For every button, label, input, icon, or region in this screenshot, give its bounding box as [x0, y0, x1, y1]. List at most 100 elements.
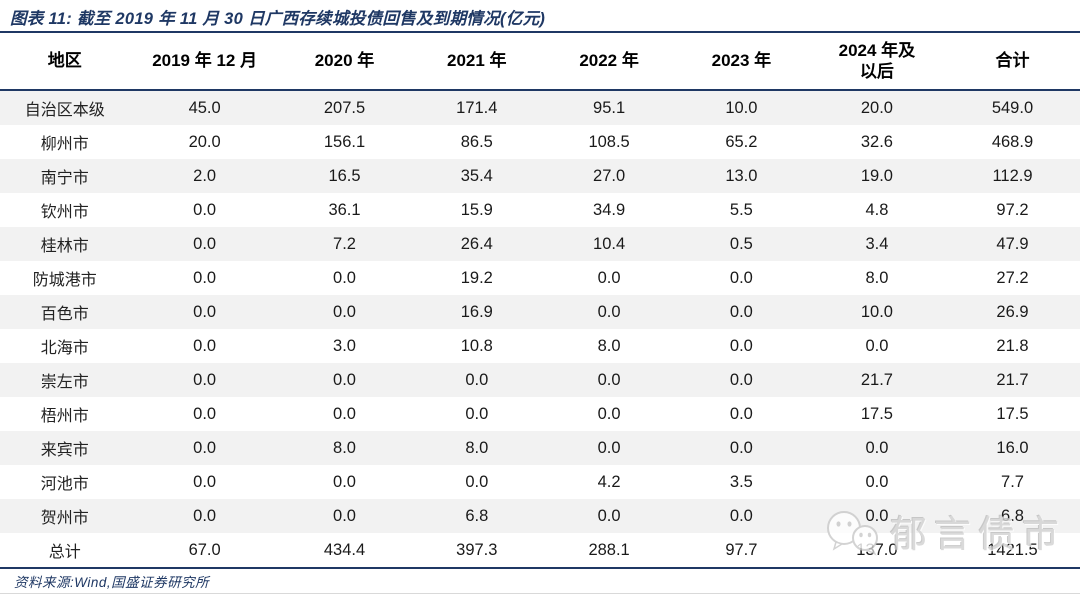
value-cell: 19.0 [860, 166, 893, 185]
table-bottom-divider [0, 567, 1080, 569]
value-cell: 7.7 [1001, 472, 1024, 491]
value-cell: 468.9 [991, 132, 1034, 151]
value-cell: 10.0 [860, 302, 893, 321]
table-row: 自治区本级 45.0 207.5 171.4 95.1 10.0 20.0 549.0 [0, 90, 1080, 125]
value-cell: 4.2 [597, 472, 621, 491]
value-cell: 34.9 [593, 200, 626, 219]
value-cell: 112.9 [992, 166, 1033, 185]
value-cell: 8.0 [597, 336, 621, 355]
value-cell: 0.0 [865, 472, 889, 491]
value-cell: 67.0 [188, 540, 221, 559]
value-cell: 16.5 [328, 166, 361, 185]
value-cell: 0.0 [193, 336, 217, 355]
value-cell: 0.0 [597, 404, 621, 423]
value-cell: 8.0 [465, 438, 489, 457]
region-cell: 百色市 [40, 306, 89, 323]
table-row: 北海市 0.0 3.0 10.8 8.0 0.0 0.0 21.8 [0, 329, 1080, 363]
value-cell: 0.0 [865, 506, 889, 525]
value-cell: 0.0 [729, 302, 753, 321]
value-cell: 0.0 [729, 506, 753, 525]
value-cell: 0.0 [193, 302, 217, 321]
region-cell: 钦州市 [40, 204, 89, 221]
value-cell: 4.8 [865, 200, 889, 219]
value-cell: 17.5 [996, 404, 1029, 423]
value-cell: 6.8 [1001, 506, 1024, 525]
table-row: 桂林市 0.0 7.2 26.4 10.4 0.5 3.4 47.9 [0, 227, 1080, 261]
table-row: 崇左市 0.0 0.0 0.0 0.0 0.0 21.7 21.7 [0, 363, 1080, 397]
value-cell: 97.7 [725, 540, 758, 559]
value-cell: 207.5 [323, 98, 366, 117]
column-header-2024plus: 2024 年及以后 [808, 33, 945, 91]
value-cell: 65.2 [725, 132, 758, 151]
value-cell: 0.0 [729, 268, 753, 287]
column-header-2019dec: 2019 年 12 月 [129, 33, 280, 91]
value-cell: 0.0 [729, 438, 753, 457]
value-cell: 27.2 [996, 268, 1029, 287]
table-row: 柳州市 20.0 156.1 86.5 108.5 65.2 32.6 468.9 [0, 125, 1080, 159]
value-cell: 0.0 [597, 268, 621, 287]
value-cell: 2.0 [193, 166, 217, 185]
column-header-region: 地区 [0, 33, 130, 91]
value-cell: 397.3 [456, 540, 498, 559]
value-cell: 0.0 [193, 438, 217, 457]
value-cell: 0.0 [597, 370, 621, 389]
value-cell: 0.0 [729, 404, 753, 423]
value-cell: 36.1 [328, 200, 361, 219]
value-cell: 5.5 [729, 200, 753, 219]
value-cell: 26.9 [996, 302, 1029, 321]
value-cell: 0.0 [465, 472, 489, 491]
value-cell: 10.0 [725, 98, 758, 117]
value-cell: 45.0 [188, 98, 221, 117]
total-row: 总计 67.0 434.4 397.3 288.1 97.7 137.0 1421.5 [0, 533, 1080, 567]
value-cell: 32.6 [860, 132, 893, 151]
value-cell: 8.0 [333, 438, 356, 457]
table-row: 来宾市 0.0 8.0 8.0 0.0 0.0 0.0 16.0 [0, 431, 1080, 465]
value-cell: 97.2 [996, 200, 1029, 219]
table-row: 南宁市 2.0 16.5 35.4 27.0 13.0 19.0 112.9 [0, 159, 1080, 193]
value-cell: 0.0 [729, 370, 753, 389]
value-cell: 0.0 [193, 404, 217, 423]
value-cell: 16.0 [996, 438, 1029, 457]
table-row: 防城港市 0.0 0.0 19.2 0.0 0.0 8.0 27.2 [0, 261, 1080, 295]
value-cell: 0.0 [865, 438, 889, 457]
region-cell: 梧州市 [40, 408, 89, 425]
header-row: 地区 2019 年 12 月 2020 年 2021 年 2022 年 2023… [0, 33, 1080, 91]
value-cell: 288.1 [588, 540, 630, 559]
region-cell: 南宁市 [40, 170, 89, 187]
table-row: 河池市 0.0 0.0 0.0 4.2 3.5 0.0 7.7 [0, 465, 1080, 499]
value-cell: 0.0 [193, 472, 217, 491]
value-cell: 549.0 [991, 98, 1034, 117]
source-note: 资料来源:Wind,国盛证券研究所 [14, 575, 210, 590]
value-cell: 0.0 [333, 472, 356, 491]
region-cell: 柳州市 [40, 136, 89, 153]
region-cell: 总计 [48, 544, 81, 561]
value-cell: 0.0 [597, 302, 621, 321]
value-cell: 35.4 [460, 166, 493, 185]
value-cell: 0.0 [193, 200, 217, 219]
value-cell: 10.4 [593, 234, 626, 253]
region-cell: 桂林市 [40, 238, 89, 255]
value-cell: 0.0 [465, 404, 489, 423]
value-cell: 21.7 [860, 370, 893, 389]
value-cell: 434.4 [323, 540, 366, 559]
value-cell: 10.8 [460, 336, 493, 355]
table-row: 钦州市 0.0 36.1 15.9 34.9 5.5 4.8 97.2 [0, 193, 1080, 227]
value-cell: 0.0 [333, 370, 356, 389]
value-cell: 3.0 [333, 336, 356, 355]
table-header: 地区 2019 年 12 月 2020 年 2021 年 2022 年 2023… [0, 33, 1080, 91]
value-cell: 0.0 [193, 268, 217, 287]
table-row: 百色市 0.0 0.0 16.9 0.0 0.0 10.0 26.9 [0, 295, 1080, 329]
column-header-total: 合计 [944, 33, 1080, 91]
value-cell: 21.7 [996, 370, 1029, 389]
value-cell: 0.0 [333, 404, 356, 423]
value-cell: 0.0 [729, 336, 753, 355]
value-cell: 0.0 [865, 336, 889, 355]
value-cell: 6.8 [465, 506, 489, 525]
value-cell: 47.9 [996, 234, 1029, 253]
value-cell: 16.9 [460, 302, 493, 321]
column-header-2020: 2020 年 [279, 33, 410, 91]
value-cell: 7.2 [333, 234, 356, 253]
value-cell: 8.0 [865, 268, 889, 287]
value-cell: 108.5 [588, 132, 630, 151]
